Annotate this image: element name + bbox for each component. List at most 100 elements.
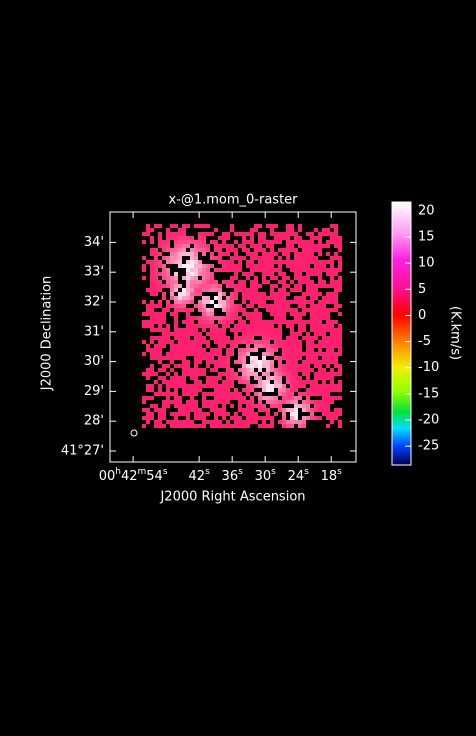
raster-pixel [290, 388, 294, 392]
raster-pixel [306, 292, 310, 296]
raster-pixel [258, 312, 262, 316]
raster-pixel [262, 320, 266, 324]
raster-pixel [250, 300, 254, 304]
raster-pixel [266, 364, 270, 368]
raster-pixel [302, 400, 306, 404]
raster-pixel [234, 240, 238, 244]
raster-pixel [246, 296, 250, 300]
raster-pixel [222, 380, 226, 384]
raster-pixel [290, 408, 294, 412]
raster-pixel [238, 420, 242, 424]
raster-pixel [266, 324, 270, 328]
raster-pixel [306, 336, 310, 340]
raster-pixel [202, 416, 206, 420]
raster-pixel [270, 308, 274, 312]
raster-pixel [154, 276, 158, 280]
raster-pixel [254, 360, 258, 364]
raster-pixel [290, 260, 294, 264]
colorbar-tick-label: 5 [418, 282, 426, 297]
colorbar-tick-label: -20 [418, 413, 439, 428]
raster-pixel [198, 224, 202, 228]
raster-pixel [322, 328, 326, 332]
raster-pixel [290, 344, 294, 348]
raster-pixel [338, 256, 342, 260]
raster-pixel [182, 244, 186, 248]
raster-pixel [190, 324, 194, 328]
raster-pixel [186, 420, 190, 424]
raster-pixel [286, 292, 290, 296]
raster-pixel [322, 408, 326, 412]
raster-pixel [246, 252, 250, 256]
raster-pixel [326, 348, 330, 352]
raster-pixel [222, 236, 226, 240]
raster-pixel [258, 424, 262, 428]
raster-pixel [154, 316, 158, 320]
raster-pixel [218, 340, 222, 344]
raster-pixel [186, 384, 190, 388]
raster-pixel [226, 304, 230, 308]
raster-pixel [210, 400, 214, 404]
raster-pixel [178, 296, 182, 300]
raster-pixel [326, 400, 330, 404]
raster-pixel [222, 408, 226, 412]
raster-pixel [210, 280, 214, 284]
raster-pixel [234, 312, 238, 316]
raster-pixel [186, 424, 190, 428]
raster-pixel [238, 380, 242, 384]
raster-pixel [182, 412, 186, 416]
raster-pixel [190, 408, 194, 412]
raster-pixel [174, 320, 178, 324]
raster-pixel [194, 260, 198, 264]
raster-pixel [198, 232, 202, 236]
raster-pixel [286, 388, 290, 392]
raster-pixel [218, 348, 222, 352]
raster-pixel [150, 368, 154, 372]
raster-pixel [270, 328, 274, 332]
raster-pixel [306, 300, 310, 304]
raster-pixel [230, 224, 234, 228]
raster-pixel [190, 400, 194, 404]
raster-pixel [278, 420, 282, 424]
raster-pixel [254, 276, 258, 280]
raster-pixel [182, 236, 186, 240]
raster-pixel [210, 308, 214, 312]
raster-pixel [186, 300, 190, 304]
raster-pixel [322, 404, 326, 408]
raster-pixel [182, 232, 186, 236]
raster-pixel [222, 340, 226, 344]
raster-pixel [238, 368, 242, 372]
raster-pixel [266, 368, 270, 372]
raster-pixel [214, 416, 218, 420]
raster-pixel [270, 424, 274, 428]
raster-pixel [174, 392, 178, 396]
raster-pixel [250, 360, 254, 364]
raster-pixel [202, 348, 206, 352]
raster-pixel [206, 344, 210, 348]
raster-pixel [310, 360, 314, 364]
raster-pixel [150, 300, 154, 304]
raster-pixel [282, 236, 286, 240]
raster-pixel [166, 244, 170, 248]
raster-pixel [150, 292, 154, 296]
raster-pixel [334, 300, 338, 304]
raster-pixel [162, 248, 166, 252]
raster-pixel [170, 384, 174, 388]
raster-pixel [266, 332, 270, 336]
raster-pixel [154, 352, 158, 356]
raster-pixel [202, 236, 206, 240]
raster-pixel [190, 240, 194, 244]
raster-pixel [254, 348, 258, 352]
raster-pixel [226, 364, 230, 368]
raster-pixel [174, 296, 178, 300]
raster-pixel [230, 304, 234, 308]
raster-pixel [178, 408, 182, 412]
raster-pixel [170, 344, 174, 348]
raster-pixel [334, 416, 338, 420]
raster-pixel [298, 240, 302, 244]
raster-pixel [238, 324, 242, 328]
raster-pixel [314, 288, 318, 292]
raster-pixel [286, 248, 290, 252]
raster-pixel [246, 420, 250, 424]
raster-pixel [290, 348, 294, 352]
raster-pixel [326, 308, 330, 312]
